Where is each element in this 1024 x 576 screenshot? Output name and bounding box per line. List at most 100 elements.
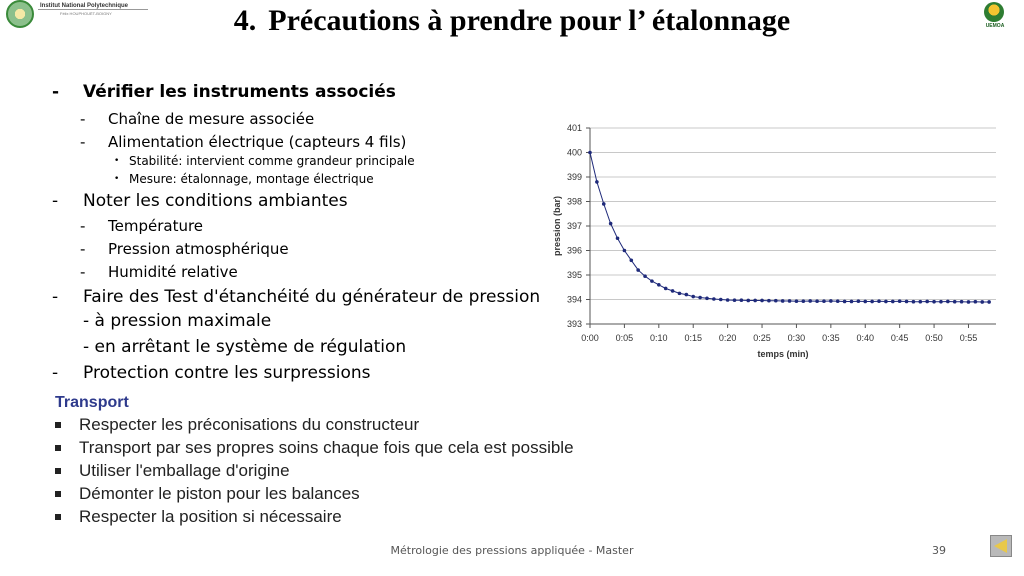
data-point bbox=[705, 296, 709, 301]
outline-bullet: - bbox=[52, 363, 59, 383]
x-tick-label: 0:45 bbox=[891, 333, 909, 343]
outline-item-text: Alimentation électrique (capteurs 4 fils… bbox=[108, 133, 407, 151]
x-axis-label: temps (min) bbox=[757, 349, 808, 359]
outline-bullet: - bbox=[80, 110, 86, 128]
data-point bbox=[629, 258, 634, 263]
y-tick-label: 397 bbox=[567, 221, 582, 231]
data-point bbox=[684, 292, 689, 297]
x-tick-label: 0:25 bbox=[753, 333, 771, 343]
square-bullet-icon bbox=[55, 422, 61, 428]
outline-bullet: - bbox=[52, 82, 60, 102]
data-point bbox=[677, 291, 682, 296]
page-number: 39 bbox=[932, 544, 946, 557]
data-point bbox=[808, 299, 813, 303]
transport-item-text: Transport par ses propres soins chaque f… bbox=[79, 438, 574, 457]
data-point bbox=[725, 298, 730, 302]
x-tick-label: 0:55 bbox=[960, 333, 978, 343]
data-point bbox=[822, 299, 826, 304]
data-point bbox=[904, 299, 909, 304]
outline-item: - à pression maximale bbox=[83, 311, 271, 331]
y-tick-label: 399 bbox=[567, 172, 582, 182]
data-point bbox=[608, 221, 613, 226]
data-point bbox=[980, 300, 985, 304]
institution-subname: Félix HOUPHOUËT-BOIGNY bbox=[60, 11, 112, 16]
slide-title-text: Précautions à prendre pour l’ étalonnage bbox=[268, 4, 791, 37]
data-point bbox=[663, 286, 668, 291]
data-point bbox=[691, 294, 696, 299]
outline-bullet: - bbox=[80, 263, 86, 281]
y-tick-label: 398 bbox=[567, 197, 582, 207]
outline-item-text: Pression atmosphérique bbox=[108, 240, 289, 258]
data-point bbox=[911, 299, 916, 304]
data-point bbox=[932, 299, 936, 304]
data-point bbox=[897, 299, 902, 304]
data-point bbox=[698, 295, 702, 300]
uemoa-caption: UEMOA bbox=[985, 23, 1005, 29]
outline-bullet: • bbox=[114, 156, 120, 166]
outline-item-text: Température bbox=[108, 217, 204, 235]
institution-name: Institut National Polytechnique bbox=[40, 3, 129, 9]
x-tick-label: 0:40 bbox=[856, 333, 874, 343]
x-tick-label: 0:15 bbox=[684, 333, 702, 343]
transport-item-text: Utiliser l'emballage d'origine bbox=[79, 461, 290, 480]
pressure-chart-svg: 393 394 395 396 397 398 399 400 401 0:00 0:05 0:10 0… bbox=[552, 123, 996, 359]
transport-item-text: Respecter les préconisations du construc… bbox=[79, 415, 420, 434]
y-tick-label: 400 bbox=[567, 148, 582, 158]
y-axis-label: pression (bar) bbox=[552, 196, 562, 256]
data-point bbox=[753, 298, 757, 303]
data-point bbox=[595, 180, 599, 184]
data-point bbox=[739, 298, 744, 303]
pressure-chart: 393 394 395 396 397 398 399 400 401 0:00 0:05 0:10 0… bbox=[548, 118, 1000, 366]
transport-item-text: Démonter le piston pour les balances bbox=[79, 484, 360, 503]
data-point bbox=[718, 297, 723, 302]
data-point bbox=[835, 299, 840, 304]
data-point bbox=[712, 297, 716, 301]
data-point bbox=[925, 299, 929, 304]
outline-bullet: - bbox=[52, 287, 59, 307]
outline-item-text: - à pression maximale bbox=[83, 311, 272, 331]
data-point bbox=[780, 299, 785, 303]
data-point bbox=[939, 299, 943, 304]
data-point bbox=[622, 248, 627, 253]
x-tick-label: 0:20 bbox=[719, 333, 737, 343]
outline-bullet: • bbox=[114, 174, 120, 184]
data-point bbox=[870, 299, 874, 304]
data-point bbox=[959, 299, 964, 304]
institution-seal-icon bbox=[6, 0, 34, 28]
data-point bbox=[952, 299, 957, 304]
data-point bbox=[588, 150, 592, 155]
data-point bbox=[601, 202, 606, 206]
uemoa-emblem-icon bbox=[984, 2, 1004, 22]
data-point bbox=[966, 300, 971, 304]
x-tick-label: 0:30 bbox=[788, 333, 806, 343]
back-button[interactable] bbox=[990, 535, 1012, 557]
data-point bbox=[767, 298, 771, 303]
outline-item: - en arrêtant le système de régulation bbox=[83, 337, 406, 357]
data-point bbox=[650, 279, 654, 283]
data-point bbox=[829, 299, 833, 303]
data-point bbox=[849, 299, 854, 304]
data-point bbox=[884, 299, 888, 304]
series-line bbox=[589, 152, 990, 303]
y-tick-label: 396 bbox=[567, 246, 582, 256]
square-bullet-icon bbox=[55, 445, 61, 451]
data-point bbox=[842, 299, 847, 304]
outline-bullet: - bbox=[52, 191, 59, 211]
outline-item-text: Faire des Test d'étanchéité du générateu… bbox=[83, 287, 541, 307]
x-tick-label: 0:10 bbox=[650, 333, 668, 343]
square-bullet-icon bbox=[55, 514, 61, 520]
outline-bullet: - bbox=[80, 240, 86, 258]
data-point bbox=[746, 298, 751, 303]
data-point bbox=[856, 299, 861, 304]
outline-item-text: Stabilité: intervient comme grandeur pri… bbox=[129, 154, 415, 168]
x-tick-label: 0:50 bbox=[925, 333, 943, 343]
data-point bbox=[973, 299, 978, 304]
outline-bullet: - bbox=[80, 217, 86, 235]
x-tick-label: 0:05 bbox=[616, 333, 634, 343]
data-point bbox=[801, 299, 806, 304]
data-point bbox=[787, 299, 792, 303]
slide-title: 4. Précautions à prendre pour l’ étalonna… bbox=[0, 4, 1024, 38]
data-point bbox=[863, 299, 868, 304]
data-point bbox=[643, 274, 647, 279]
data-point bbox=[877, 299, 881, 304]
